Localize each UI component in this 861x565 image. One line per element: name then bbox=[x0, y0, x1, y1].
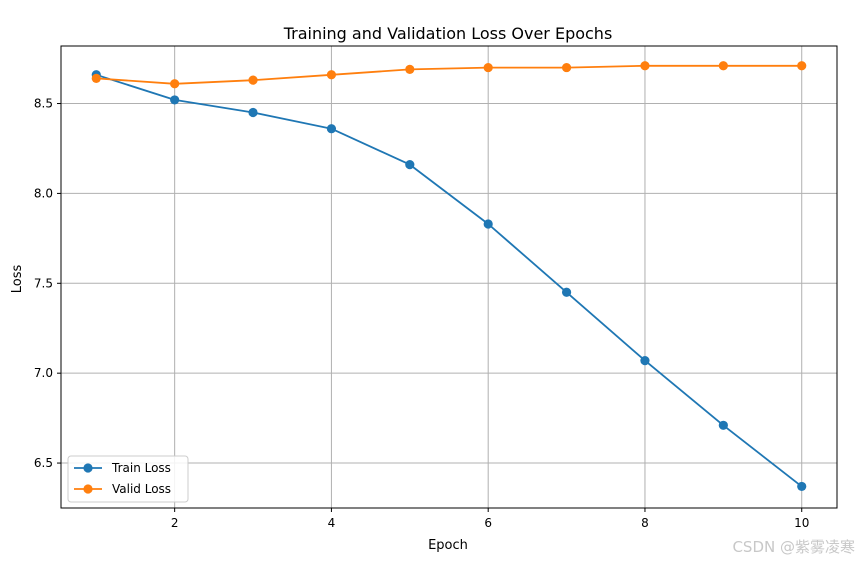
train-loss-point bbox=[640, 355, 650, 366]
valid-loss-point bbox=[248, 75, 258, 85]
train-loss-point bbox=[170, 95, 180, 105]
x-tick-label: 2 bbox=[171, 516, 179, 530]
legend-train-loss-marker bbox=[83, 463, 93, 473]
y-tick-label: 8.5 bbox=[34, 97, 53, 111]
axis-ticks: 2 4 6 8 10 6.5 7.0 7.5 8.0 8.5 bbox=[34, 97, 809, 530]
train-loss-point bbox=[326, 124, 337, 134]
valid-loss-point bbox=[326, 70, 337, 80]
y-tick-label: 6.5 bbox=[34, 456, 53, 470]
x-tick-label: 6 bbox=[484, 516, 492, 530]
y-axis-label: Loss bbox=[10, 265, 25, 294]
series-layer bbox=[91, 61, 807, 492]
legend-train-loss-label: Train Loss bbox=[111, 461, 171, 475]
watermark: CSDN @紫雾凌寒 bbox=[732, 538, 855, 556]
x-tick-label: 10 bbox=[794, 516, 809, 530]
plot-frame bbox=[60, 45, 838, 509]
chart-title: Training and Validation Loss Over Epochs bbox=[283, 24, 613, 43]
x-tick-label: 8 bbox=[641, 516, 649, 530]
valid-loss-point bbox=[91, 73, 101, 83]
train-loss-point bbox=[483, 219, 493, 229]
valid-loss-point bbox=[797, 61, 807, 71]
valid-loss-point bbox=[170, 79, 180, 89]
series-valid-loss bbox=[91, 61, 807, 89]
valid-loss-point bbox=[561, 62, 572, 73]
valid-loss-line bbox=[96, 64, 802, 85]
train-loss-point bbox=[797, 481, 807, 492]
y-tick-label: 7.5 bbox=[34, 276, 53, 290]
valid-loss-point bbox=[405, 64, 415, 74]
grid bbox=[61, 46, 837, 508]
y-tick-label: 7.0 bbox=[34, 366, 53, 380]
y-tick-label: 8.0 bbox=[34, 186, 53, 200]
valid-loss-point bbox=[640, 61, 650, 71]
legend-valid-loss-label: Valid Loss bbox=[112, 482, 171, 496]
train-loss-point bbox=[718, 420, 728, 430]
x-axis-label: Epoch bbox=[428, 538, 468, 553]
train-loss-line bbox=[96, 73, 803, 488]
train-loss-point bbox=[248, 107, 258, 118]
legend-valid-loss-marker bbox=[83, 484, 93, 494]
series-train-loss bbox=[91, 70, 807, 492]
legend: Train Loss Valid Loss bbox=[67, 455, 189, 503]
train-loss-point bbox=[405, 160, 415, 170]
x-tick-label: 4 bbox=[328, 516, 336, 530]
train-loss-point bbox=[561, 287, 572, 297]
valid-loss-point bbox=[483, 62, 493, 73]
valid-loss-point bbox=[718, 61, 728, 71]
